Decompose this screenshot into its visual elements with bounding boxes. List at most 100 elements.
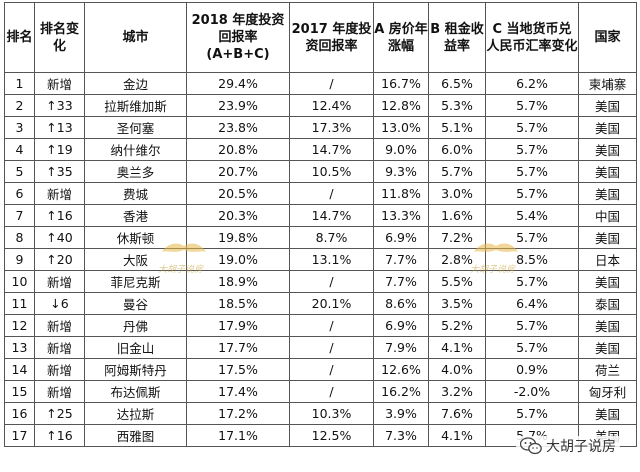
cell-change: ↑19 [34,138,85,161]
table-row: 10 新增 菲尼克斯 18.9%/7.7% 5.5% 5.7% 美国 [4,270,637,293]
header-rent-yield: B 租金收益率 [428,2,486,73]
cell-change: ↑33 [34,94,85,117]
cell-roi-2018: 23.8% [186,116,290,139]
cell-change: 新增 [34,314,85,337]
table-row: 15 新增 布达佩斯 17.4%/16.2% 3.2% -2.0% 匈牙利 [4,380,637,403]
cell-rent-yield: 5.3% [428,94,486,117]
cell-roi-2017: / [289,380,374,403]
cell-roi-2018: 19.0% [186,248,290,271]
cell-price-growth: 7.9% [373,336,429,359]
cell-change: ↑13 [34,116,85,139]
cell-city: 布达佩斯 [84,380,187,403]
cell-fx-change: 6.4% [485,292,579,315]
cell-change: ↑35 [34,160,85,183]
cell-city: 奥兰多 [84,160,187,183]
cell-roi-2017: 8.7% [289,226,374,249]
cell-fx-change: 5.7% [485,314,579,337]
cell-change: ↑20 [34,248,85,271]
cell-price-growth: 7.7% [373,248,429,271]
cell-rank: 5 [4,160,35,183]
cell-country: 美国 [578,226,637,249]
cell-rent-yield: 5.2% [428,314,486,337]
cell-city: 西雅图 [84,424,187,447]
cell-rank: 8 [4,226,35,249]
cell-city: 休斯顿 [84,226,187,249]
cell-fx-change: 6.2% [485,72,579,95]
table-row: 16 ↑25 达拉斯 17.2% 10.3% 3.9% 7.6% 5.7% 美国 [4,402,637,425]
cell-roi-2017: 13.1% [289,248,374,271]
cell-rank: 1 [4,72,35,95]
cell-country: 美国 [578,94,637,117]
wechat-label: 大胡子说房 [546,439,616,455]
cell-roi-2017: 14.7% [289,138,374,161]
cell-price-growth: 7.3% [373,424,429,447]
cell-price-growth: 9.0% [373,138,429,161]
cell-price-growth: 13.3% [373,204,429,227]
cell-rent-yield: 7.6% [428,402,486,425]
table-row: 7 ↑16 香港 20.3% 14.7% 13.3% 1.6% 5.4% 中国 [4,204,637,227]
header-change: 排名变化 [34,2,85,73]
cell-roi-2017: 10.3% [289,402,374,425]
cell-price-growth: 12.8% [373,94,429,117]
cell-change: 新增 [34,380,85,403]
cell-price-growth: 8.6% [373,292,429,315]
cell-roi-2018: 17.2% [186,402,290,425]
cell-rent-yield: 4.1% [428,424,486,447]
cell-rank: 6 [4,182,35,205]
cell-rent-yield: 2.8% [428,248,486,271]
cell-country: 中国 [578,204,637,227]
cell-price-growth: 16.7% [373,72,429,95]
cell-rent-yield: 3.2% [428,380,486,403]
cell-roi-2018: 17.1% [186,424,290,447]
cell-fx-change: -2.0% [485,380,579,403]
header-row: 排名 排名变化 城市 2018 年度投资回报率 (A+B+C) 2017 年度投… [4,2,637,73]
table-row: 8 ↑40 休斯顿 19.8% 8.7% 6.9% 7.2% 5.7% 美国 [4,226,637,249]
cell-country: 柬埔寨 [578,72,637,95]
cell-roi-2017: / [289,72,374,95]
cell-fx-change: 5.4% [485,204,579,227]
cell-roi-2017: 10.5% [289,160,374,183]
cell-roi-2018: 17.7% [186,336,290,359]
cell-city: 菲尼克斯 [84,270,187,293]
cell-city: 拉斯维加斯 [84,94,187,117]
cell-roi-2017: / [289,336,374,359]
table-row: 2 ↑33 拉斯维加斯 23.9% 12.4% 12.8% 5.3% 5.7% 美国 [4,94,637,117]
cell-rank: 16 [4,402,35,425]
cell-change: ↑16 [34,424,85,447]
cell-country: 匈牙利 [578,380,637,403]
cell-city: 曼谷 [84,292,187,315]
cell-price-growth: 11.8% [373,182,429,205]
cell-roi-2018: 20.5% [186,182,290,205]
cell-roi-2018: 17.5% [186,358,290,381]
cell-rank: 9 [4,248,35,271]
wechat-icon [520,437,542,455]
cell-change: 新增 [34,72,85,95]
cell-price-growth: 16.2% [373,380,429,403]
cell-fx-change: 5.7% [485,160,579,183]
cell-fx-change: 0.9% [485,358,579,381]
cell-city: 费城 [84,182,187,205]
header-rank: 排名 [4,2,35,73]
cell-fx-change: 8.5% [485,248,579,271]
table-row: 6 新增 费城 20.5%/11.8% 3.0% 5.7% 美国 [4,182,637,205]
cell-country: 美国 [578,138,637,161]
cell-city: 圣何塞 [84,116,187,139]
header-country: 国家 [578,2,637,73]
cell-country: 泰国 [578,292,637,315]
cell-roi-2018: 18.5% [186,292,290,315]
cell-fx-change: 5.7% [485,116,579,139]
cell-country: 荷兰 [578,358,637,381]
cell-change: ↑25 [34,402,85,425]
cell-city: 纳什维尔 [84,138,187,161]
cell-price-growth: 3.9% [373,402,429,425]
cell-city: 丹佛 [84,314,187,337]
cell-country: 美国 [578,182,637,205]
cell-rank: 13 [4,336,35,359]
cell-fx-change: 5.7% [485,182,579,205]
cell-fx-change: 5.7% [485,270,579,293]
table-row: 3 ↑13 圣何塞 23.8% 17.3% 13.0% 5.1% 5.7% 美国 [4,116,637,139]
cell-city: 阿姆斯特丹 [84,358,187,381]
cell-roi-2018: 19.8% [186,226,290,249]
cell-change: 新增 [34,358,85,381]
